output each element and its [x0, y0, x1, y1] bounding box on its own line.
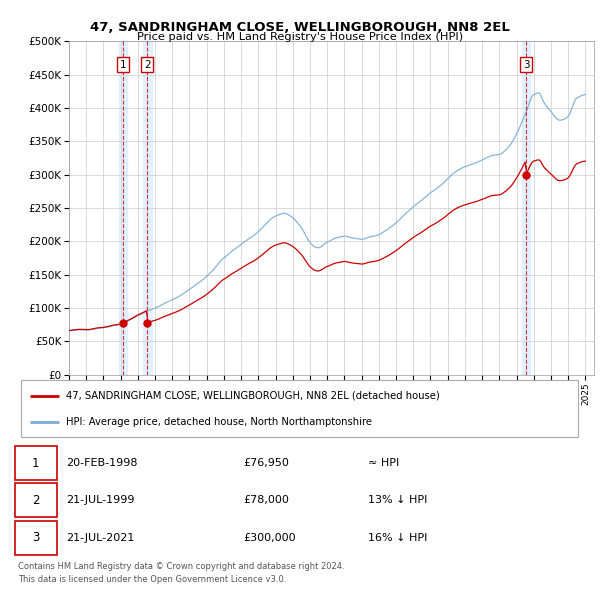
- Text: £78,000: £78,000: [244, 495, 289, 505]
- Text: 47, SANDRINGHAM CLOSE, WELLINGBOROUGH, NN8 2EL: 47, SANDRINGHAM CLOSE, WELLINGBOROUGH, N…: [90, 21, 510, 34]
- Text: £300,000: £300,000: [244, 533, 296, 543]
- Text: This data is licensed under the Open Government Licence v3.0.: This data is licensed under the Open Gov…: [18, 575, 286, 584]
- Bar: [522, 41, 530, 375]
- Text: 13% ↓ HPI: 13% ↓ HPI: [368, 495, 427, 505]
- Text: HPI: Average price, detached house, North Northamptonshire: HPI: Average price, detached house, Nort…: [66, 417, 372, 427]
- Text: 1: 1: [119, 60, 126, 70]
- Text: 16% ↓ HPI: 16% ↓ HPI: [368, 533, 427, 543]
- Text: 21-JUL-1999: 21-JUL-1999: [66, 495, 134, 505]
- Text: Contains HM Land Registry data © Crown copyright and database right 2024.: Contains HM Land Registry data © Crown c…: [18, 562, 344, 571]
- Text: 1: 1: [32, 457, 39, 470]
- Bar: [119, 41, 127, 375]
- FancyBboxPatch shape: [14, 483, 57, 517]
- Text: 3: 3: [32, 532, 39, 545]
- FancyBboxPatch shape: [14, 521, 57, 555]
- Text: 3: 3: [523, 60, 529, 70]
- Bar: [143, 41, 152, 375]
- Text: 47, SANDRINGHAM CLOSE, WELLINGBOROUGH, NN8 2EL (detached house): 47, SANDRINGHAM CLOSE, WELLINGBOROUGH, N…: [66, 391, 440, 401]
- Text: 21-JUL-2021: 21-JUL-2021: [66, 533, 134, 543]
- Text: 20-FEB-1998: 20-FEB-1998: [66, 458, 137, 468]
- Text: Price paid vs. HM Land Registry's House Price Index (HPI): Price paid vs. HM Land Registry's House …: [137, 32, 463, 42]
- Text: 2: 2: [144, 60, 151, 70]
- FancyBboxPatch shape: [21, 380, 578, 437]
- FancyBboxPatch shape: [14, 446, 57, 480]
- Text: £76,950: £76,950: [244, 458, 289, 468]
- Text: 2: 2: [32, 493, 39, 507]
- Text: ≈ HPI: ≈ HPI: [368, 458, 399, 468]
